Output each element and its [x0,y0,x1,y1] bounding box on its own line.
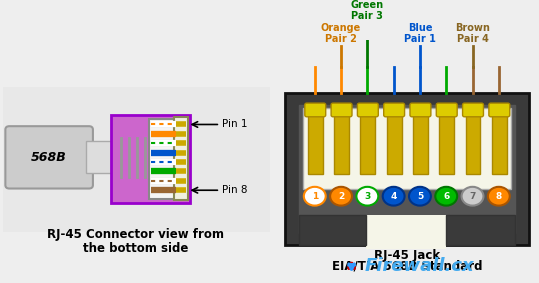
Text: RJ-45 Connector view from: RJ-45 Connector view from [47,228,224,241]
FancyBboxPatch shape [462,103,483,117]
Circle shape [383,187,405,206]
Circle shape [356,187,378,206]
FancyBboxPatch shape [299,105,515,233]
FancyBboxPatch shape [357,103,378,117]
Text: the bottom side: the bottom side [83,242,189,255]
FancyBboxPatch shape [334,112,349,174]
Text: 7: 7 [469,192,476,201]
Text: 2: 2 [338,192,344,201]
FancyBboxPatch shape [299,215,367,245]
FancyBboxPatch shape [3,87,270,232]
FancyBboxPatch shape [305,103,326,117]
FancyBboxPatch shape [285,93,529,245]
FancyBboxPatch shape [86,141,121,173]
Circle shape [461,187,483,206]
Text: 6: 6 [443,192,450,201]
Text: Firewall.cx: Firewall.cx [364,257,474,275]
FancyBboxPatch shape [436,103,457,117]
Text: RJ-45 Jack: RJ-45 Jack [374,249,440,262]
Circle shape [330,187,352,206]
Text: 3: 3 [364,192,370,201]
FancyBboxPatch shape [303,108,511,189]
FancyBboxPatch shape [361,112,375,174]
Circle shape [304,187,326,206]
FancyBboxPatch shape [492,112,507,174]
FancyBboxPatch shape [489,103,510,117]
Text: Green
Pair 3: Green Pair 3 [351,0,384,21]
Text: 4: 4 [390,192,397,201]
Text: EIA/TIA 568B Standard: EIA/TIA 568B Standard [331,260,482,273]
FancyBboxPatch shape [466,112,480,174]
FancyBboxPatch shape [413,112,428,174]
Text: 8: 8 [496,192,502,201]
Circle shape [409,187,431,206]
Text: Brown
Pair 4: Brown Pair 4 [455,23,490,44]
FancyBboxPatch shape [149,119,178,199]
Text: Pin 1: Pin 1 [222,119,248,130]
FancyBboxPatch shape [439,112,454,174]
Text: 1: 1 [312,192,318,201]
Text: 568B: 568B [31,151,67,164]
FancyBboxPatch shape [5,126,93,188]
FancyBboxPatch shape [331,103,352,117]
FancyBboxPatch shape [384,103,405,117]
FancyBboxPatch shape [386,112,402,174]
FancyBboxPatch shape [111,115,190,203]
Text: Orange
Pair 2: Orange Pair 2 [321,23,361,44]
FancyBboxPatch shape [367,215,446,249]
FancyBboxPatch shape [446,215,515,245]
FancyBboxPatch shape [308,112,323,174]
FancyBboxPatch shape [410,103,431,117]
Text: Blue
Pair 1: Blue Pair 1 [404,23,436,44]
Text: 5: 5 [417,192,423,201]
FancyBboxPatch shape [175,117,189,200]
Text: Pin 8: Pin 8 [222,185,248,195]
Circle shape [436,187,457,206]
Circle shape [488,187,510,206]
